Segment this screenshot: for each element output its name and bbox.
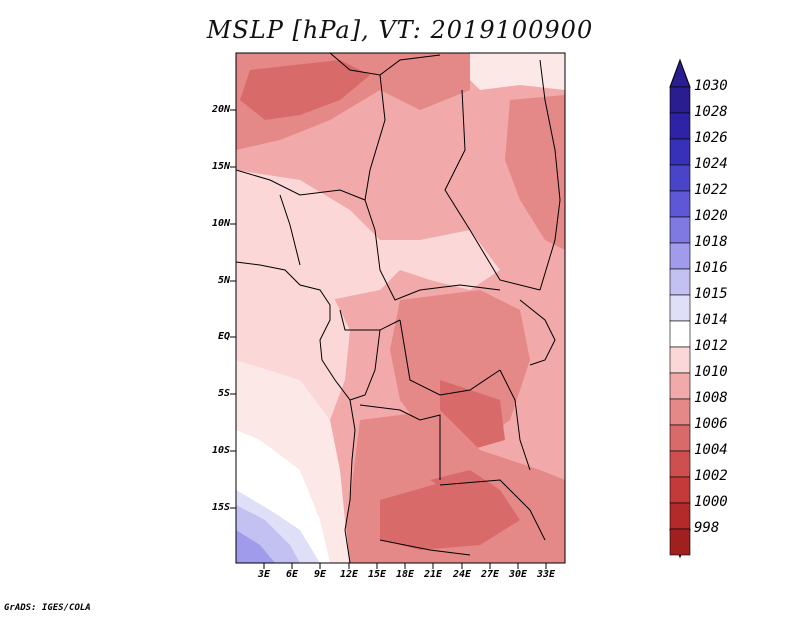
colorbar-label: 1024 [694,156,728,172]
lat-label: EQ [217,331,230,342]
colorbar-swatch [669,164,691,192]
colorbar-swatch [669,450,691,478]
lon-label: 18E [395,569,415,580]
lon-label: 21E [423,569,443,580]
colorbar-swatch [669,138,691,166]
colorbar-swatch [669,242,691,270]
axis-ticks [230,109,547,569]
colorbar-label: 1012 [694,338,728,354]
coastlines-borders [236,53,561,563]
map-frame [235,52,566,564]
colorbar-swatch [669,476,691,504]
lon-label: 9E [313,569,327,580]
lat-label: 10N [211,218,230,229]
lon-label: 30E [508,569,528,580]
colorbar-swatch [669,372,691,400]
colorbar-swatch [669,190,691,218]
lon-label: 27E [480,569,500,580]
lon-label: 6E [285,569,299,580]
colorbar-swatch [669,320,691,348]
lat-label: 15S [211,502,230,513]
colorbar-label: 1018 [694,234,728,250]
lat-label: 5N [217,275,230,286]
colorbar-label: 1015 [694,286,728,302]
colorbar-swatch [669,424,691,452]
colorbar-swatch [669,86,691,114]
colorbar-label: 1006 [694,416,728,432]
colorbar-top-arrow [669,58,691,88]
colorbar-label: 1008 [694,390,728,406]
colorbar-label: 1010 [694,364,728,380]
lon-label: 24E [452,569,472,580]
lat-label: 15N [211,161,230,172]
colorbar-label: 998 [694,520,720,536]
colorbar-swatch [669,268,691,296]
lon-label: 33E [536,569,556,580]
pressure-field [236,53,565,563]
colorbar-label: 1002 [694,468,728,484]
map-title: MSLP [hPa], VT: 2019100900 [206,16,594,44]
colorbar-label: 1030 [694,78,728,94]
lat-label: 5S [217,388,230,399]
colorbar-label: 1020 [694,208,728,224]
colorbar-swatch [669,528,691,556]
colorbar-label: 1014 [694,312,728,328]
colorbar-label: 1004 [694,442,728,458]
colorbar-swatch [669,502,691,530]
colorbar-label: 1000 [694,494,728,510]
colorbar-label: 1028 [694,104,728,120]
lon-label: 12E [339,569,359,580]
lon-label: 3E [257,569,271,580]
colorbar-label: 1022 [694,182,728,198]
colorbar-label: 1016 [694,260,728,276]
colorbar-swatch [669,216,691,244]
colorbar-swatch [669,294,691,322]
colorbar-swatch [669,112,691,140]
colorbar-label: 1026 [694,130,728,146]
footer-credit: GrADS: IGES/COLA [4,603,91,613]
colorbar-swatch [669,398,691,426]
lat-label: 20N [211,104,230,115]
colorbar [669,58,691,559]
lat-label: 10S [211,445,230,456]
lon-label: 15E [367,569,387,580]
colorbar-swatch [669,346,691,374]
